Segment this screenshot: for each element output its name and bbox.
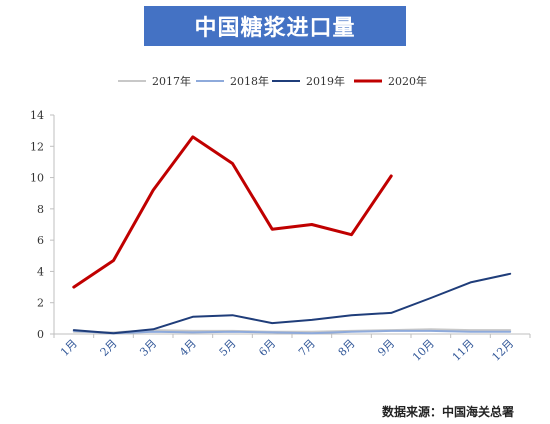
- x-tick-label: 4月: [177, 337, 199, 359]
- x-tick-label: 6月: [256, 337, 278, 359]
- x-tick-label: 3月: [137, 337, 159, 359]
- series-line-2020年: [72, 135, 393, 289]
- x-tick-label: 1月: [58, 337, 80, 359]
- x-tick-label: 12月: [489, 337, 516, 364]
- y-tick-label: 14: [30, 109, 44, 122]
- series-line-2019年: [72, 272, 512, 335]
- x-tick-label: 8月: [336, 337, 358, 359]
- x-tick-label: 5月: [217, 337, 239, 359]
- y-tick-label: 4: [37, 265, 44, 278]
- legend-label: 2018年: [230, 74, 269, 88]
- x-tick-label: 11月: [450, 337, 477, 364]
- x-tick-label: 2月: [98, 337, 120, 359]
- data-source-note: 数据来源：中国海关总署: [382, 405, 515, 419]
- x-tick-label: 9月: [375, 337, 397, 359]
- y-tick-label: 6: [37, 234, 44, 247]
- x-tick-label: 7月: [296, 337, 318, 359]
- y-tick-label: 0: [37, 328, 44, 341]
- x-tick-label: 10月: [410, 337, 437, 364]
- chart-title: 中国糖浆进口量: [144, 6, 406, 46]
- legend-label: 2019年: [306, 74, 345, 88]
- y-tick-label: 8: [37, 203, 44, 216]
- y-tick-label: 10: [30, 172, 44, 185]
- y-tick-label: 2: [37, 297, 44, 310]
- legend-label: 2020年: [388, 74, 427, 88]
- series-line-2018年: [72, 329, 512, 335]
- y-tick-label: 12: [30, 140, 44, 153]
- legend-label: 2017年: [152, 74, 191, 88]
